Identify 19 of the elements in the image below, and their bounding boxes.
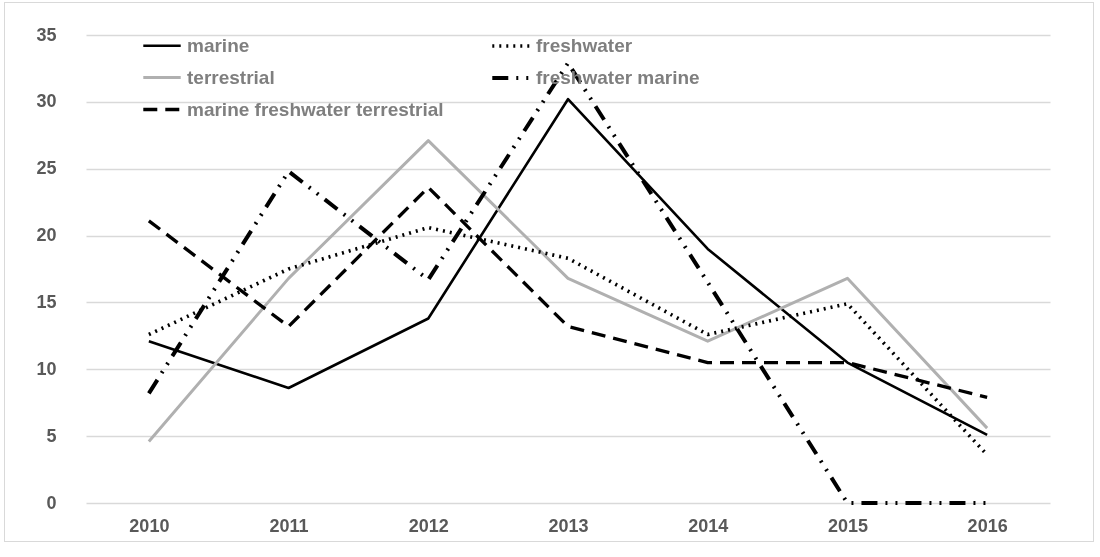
x-tick-label: 2011 (269, 515, 309, 536)
x-tick-label: 2010 (129, 515, 170, 536)
x-tick-label: 2013 (548, 515, 589, 536)
x-tick-label: 2015 (827, 515, 868, 536)
y-tick-label: 0 (46, 492, 57, 513)
x-tick-label: 2012 (408, 515, 449, 536)
y-tick-label: 30 (36, 91, 57, 112)
x-tick-label: 2016 (967, 515, 1008, 536)
legend-label: marine (187, 34, 250, 56)
y-tick-label: 20 (36, 225, 57, 246)
y-tick-label: 10 (36, 358, 57, 379)
y-tick-label: 25 (36, 158, 57, 179)
legend-label: terrestrial (187, 66, 275, 88)
y-tick-label: 5 (46, 425, 57, 446)
y-tick-label: 15 (36, 291, 57, 312)
legend-label: marine freshwater terrestrial (187, 98, 444, 120)
legend-label: freshwater (536, 35, 633, 56)
y-tick-label: 35 (36, 24, 57, 45)
x-tick-label: 2014 (688, 515, 729, 536)
